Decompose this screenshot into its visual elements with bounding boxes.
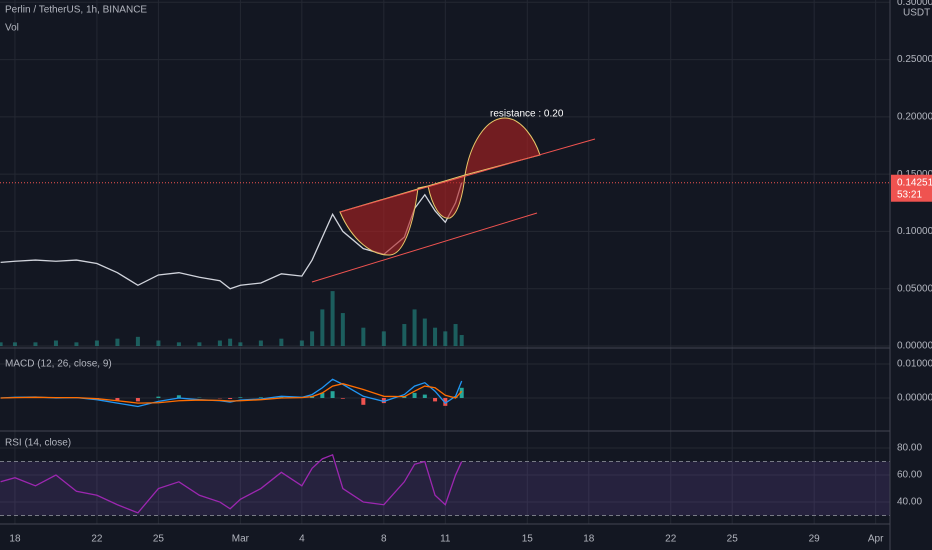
macd-histogram-bar [238,397,243,398]
macd-histogram-bar [279,396,284,398]
x-tick-label: 25 [153,534,165,545]
y-tick-label: 80.00 [897,443,922,454]
macd-histogram-bar [228,398,233,400]
last-price-label: 0.14251 [897,177,932,188]
volume-bar [310,331,315,346]
macd-histogram-bar [443,398,448,406]
macd-histogram-bar [412,392,417,398]
upper-trendline [339,138,596,213]
macd-histogram-bar [422,394,427,398]
volume-bar [443,331,448,346]
volume-bar [433,327,438,346]
volume-bar [238,342,243,346]
volume-bar [279,338,284,346]
macd-histogram-bar [330,391,335,398]
y-tick-label: 40.00 [897,497,922,508]
x-tick-label: 18 [9,534,21,545]
lower-trendline [311,212,538,283]
volume-bar [402,324,407,346]
volume-bar [299,340,304,346]
macd-histogram-bar [135,398,140,402]
volume-bar [340,313,345,346]
y-tick-label: 0.25000 [897,54,932,65]
volume-bar [412,309,417,346]
volume-bar [74,342,79,346]
x-tick-label: 8 [381,534,387,545]
volume-bar [94,340,99,346]
y-tick-label: 0.00000 [897,341,932,352]
rsi-title: RSI (14, close) [5,438,71,449]
volume-bar [156,340,161,346]
y-tick-label: 0.05000 [897,283,932,294]
cup-pattern [339,117,541,256]
x-tick-label: 25 [727,534,739,545]
macd-histogram-bar [156,396,161,398]
volume-bar [228,338,233,346]
volume-bar [453,324,458,346]
x-tick-label: Mar [232,534,250,545]
drawings [311,117,596,283]
x-tick-label: 4 [299,534,305,545]
macd-line [0,383,463,404]
x-tick-label: 22 [91,534,103,545]
y-tick-label: 60.00 [897,470,922,481]
volume-bar [176,342,181,346]
macd-histogram-bar [340,398,345,399]
x-tick-label: 29 [809,534,821,545]
x-tick-label: Apr [868,534,884,545]
volume-bar [12,342,17,346]
macd-histogram-bar [176,395,181,398]
macd-histogram-bar [381,398,386,404]
volume-bar [115,338,120,346]
volume-bar [217,340,222,346]
volume-bar [197,342,202,346]
volume-bar [0,342,3,346]
volume-bar [361,327,366,346]
y-tick-label: 0.10000 [897,226,932,237]
y-tick-label: 0.15000 [897,169,932,180]
volume-bar [53,340,58,346]
chart-title: Perlin / TetherUS, 1h, BINANCE [5,5,147,16]
volume-bar [320,309,325,346]
price-unit: USDT [903,8,930,19]
macd-line [0,378,463,408]
macd-title: MACD (12, 26, close, 9) [5,359,112,370]
x-tick-label: 15 [522,534,534,545]
macd-histogram-bar [258,397,263,398]
volume-bar [381,331,386,346]
countdown: 53:21 [897,189,922,200]
volume-bar [422,318,427,346]
macd-histogram-bar [433,398,438,402]
macd-histogram-bar [115,398,120,401]
volume-bar [135,336,140,346]
y-tick-label: 0.30000 [897,0,932,8]
grid [0,0,890,524]
x-tick-label: 11 [440,534,451,545]
macd-histogram-bar [459,387,464,398]
x-tick-label: 22 [665,534,677,545]
last-price-badge [891,174,932,202]
annotation: resistance : 0.20 [490,109,564,120]
rsi-band [0,461,890,516]
price-line [0,182,463,290]
volume-bar [459,335,464,346]
y-tick-label: 0.01000 [897,359,932,370]
y-tick-label: 0.00000 [897,393,932,404]
y-tick-label: 0.20000 [897,112,932,123]
volume-bar [258,340,263,346]
volume-label: Vol [5,23,19,34]
macd-histogram-bar [361,398,366,405]
macd-histogram-bar [320,392,325,398]
x-tick-label: 18 [583,534,595,545]
volume-bar [33,342,38,346]
volume-bar [330,291,335,346]
rsi-line [0,453,463,514]
